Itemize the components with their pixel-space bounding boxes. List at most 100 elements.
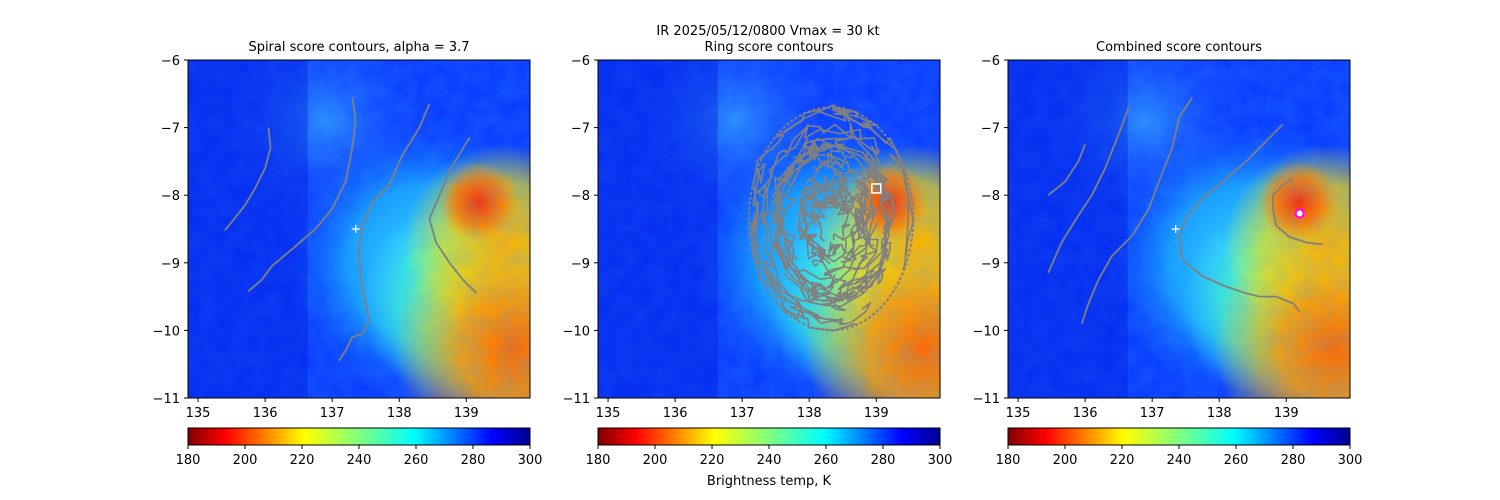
- combined-center-marker: [1294, 208, 1305, 219]
- ring-contour: [769, 104, 910, 256]
- colorbar-tick-label: 220: [700, 453, 725, 468]
- contour-line: [1178, 123, 1301, 313]
- x-tick-label: 137: [320, 406, 345, 421]
- ring-contour: [790, 267, 847, 301]
- colorbar-tick-label: 240: [1167, 453, 1192, 468]
- ir-image: [598, 60, 940, 398]
- colorbar-tick-label: 240: [757, 453, 782, 468]
- y-tick-label: −8: [571, 189, 590, 204]
- x-tick-label: 135: [1006, 406, 1031, 421]
- y-tick-label: −10: [563, 324, 590, 339]
- ring-contour: [828, 198, 851, 241]
- ring-contour: [818, 174, 861, 224]
- axes-frame: [187, 59, 531, 399]
- y-tick-label: −6: [161, 54, 180, 69]
- axes-frame: [1007, 59, 1351, 399]
- x-tick-label: 136: [1073, 406, 1098, 421]
- colorbar: [597, 427, 941, 446]
- center-marker: [1171, 225, 1180, 233]
- ring-contour: [850, 207, 863, 242]
- colorbar-tick-label: 180: [996, 453, 1021, 468]
- ring-contour: [762, 123, 882, 244]
- colorbar: [187, 427, 531, 446]
- ring-contour: [796, 184, 822, 241]
- x-tick-label: 139: [1274, 406, 1299, 421]
- colorbar-tick-label: 240: [347, 453, 372, 468]
- y-tick-label: −10: [973, 324, 1000, 339]
- x-tick-label: 137: [730, 406, 755, 421]
- figure-suptitle: IR 2025/05/12/0800 Vmax = 30 kt: [656, 24, 879, 39]
- x-tick-label: 138: [387, 406, 412, 421]
- ring-contour: [862, 152, 896, 261]
- y-tick-label: −8: [161, 189, 180, 204]
- ring-contour: [776, 141, 893, 213]
- colorbar-tick-label: 220: [290, 453, 315, 468]
- x-tick-label: 139: [864, 406, 889, 421]
- y-tick-label: −9: [571, 257, 590, 272]
- contour-line: [338, 103, 431, 362]
- contour-line: [1080, 96, 1194, 324]
- x-tick-label: 139: [454, 406, 479, 421]
- colorbar-tick-label: 300: [928, 453, 953, 468]
- colorbar-tick-label: 300: [518, 453, 543, 468]
- ring-contour: [811, 187, 853, 209]
- y-tick-label: −9: [981, 257, 1000, 272]
- contour-line: [1047, 106, 1130, 274]
- ring-contour: [761, 243, 872, 326]
- ring-contour: [815, 193, 849, 212]
- colorbar-tick-label: 200: [1053, 453, 1078, 468]
- y-tick-label: −11: [973, 392, 1000, 407]
- ring-contour: [813, 152, 873, 202]
- colorbar-tick-label: 280: [461, 453, 486, 468]
- panel-2: Ring score contours 135 136 137 138 139 −6 −7 −8…: [563, 40, 953, 468]
- colorbar-tick-label: 280: [1281, 453, 1306, 468]
- colorbar-tick-label: 200: [233, 453, 258, 468]
- x-tick-label: 135: [596, 406, 621, 421]
- ring-contour: [811, 182, 857, 205]
- x-tick-label: 138: [797, 406, 822, 421]
- y-tick-label: −11: [563, 392, 590, 407]
- colorbar-tick-label: 180: [176, 453, 201, 468]
- colorbar-tick-label: 300: [1338, 453, 1363, 468]
- y-tick-label: −6: [981, 54, 1000, 69]
- y-tick-label: −10: [153, 324, 180, 339]
- ring-contour-outline: [747, 106, 915, 332]
- ring-contour: [771, 232, 817, 293]
- axes-frame: [597, 59, 941, 399]
- ring-contour: [780, 221, 878, 292]
- panel-3: Combined score contours 135 136 137 138 139 −6…: [973, 40, 1363, 468]
- ring-contour: [806, 143, 881, 184]
- colorbar-tick-label: 280: [871, 453, 896, 468]
- ring-contour: [806, 233, 841, 259]
- colorbar-tick-label: 260: [814, 453, 839, 468]
- y-tick-label: −7: [981, 122, 1000, 137]
- x-tick-label: 135: [186, 406, 211, 421]
- contour-line: [247, 97, 357, 292]
- colorbar-tick-label: 220: [1110, 453, 1135, 468]
- y-tick-label: −7: [571, 122, 590, 137]
- ring-contour: [849, 180, 867, 235]
- colorbar-label: Brightness temp, K: [707, 474, 832, 489]
- y-tick-label: −6: [571, 54, 590, 69]
- y-tick-label: −7: [161, 122, 180, 137]
- ring-center-marker: [871, 183, 882, 194]
- panel-1: Spiral score contours, alpha = 3.7 135 136…: [153, 40, 543, 468]
- ring-contour: [812, 191, 838, 218]
- x-tick-label: 136: [253, 406, 278, 421]
- x-tick-label: 138: [1207, 406, 1232, 421]
- colorbar-tick-label: 200: [643, 453, 668, 468]
- ring-contour: [775, 148, 816, 225]
- ring-contour: [799, 261, 887, 308]
- panel-title: Combined score contours: [1096, 40, 1262, 55]
- contour-line: [428, 137, 478, 294]
- panel-title: Spiral score contours, alpha = 3.7: [248, 40, 469, 55]
- contour-line: [1272, 177, 1324, 246]
- panel-title: Ring score contours: [704, 40, 833, 55]
- y-tick-label: −8: [981, 189, 1000, 204]
- contour-line: [224, 127, 272, 231]
- y-tick-label: −9: [161, 257, 180, 272]
- colorbar-tick-label: 180: [586, 453, 611, 468]
- ring-contour: [847, 180, 872, 272]
- ring-contour: [750, 149, 856, 332]
